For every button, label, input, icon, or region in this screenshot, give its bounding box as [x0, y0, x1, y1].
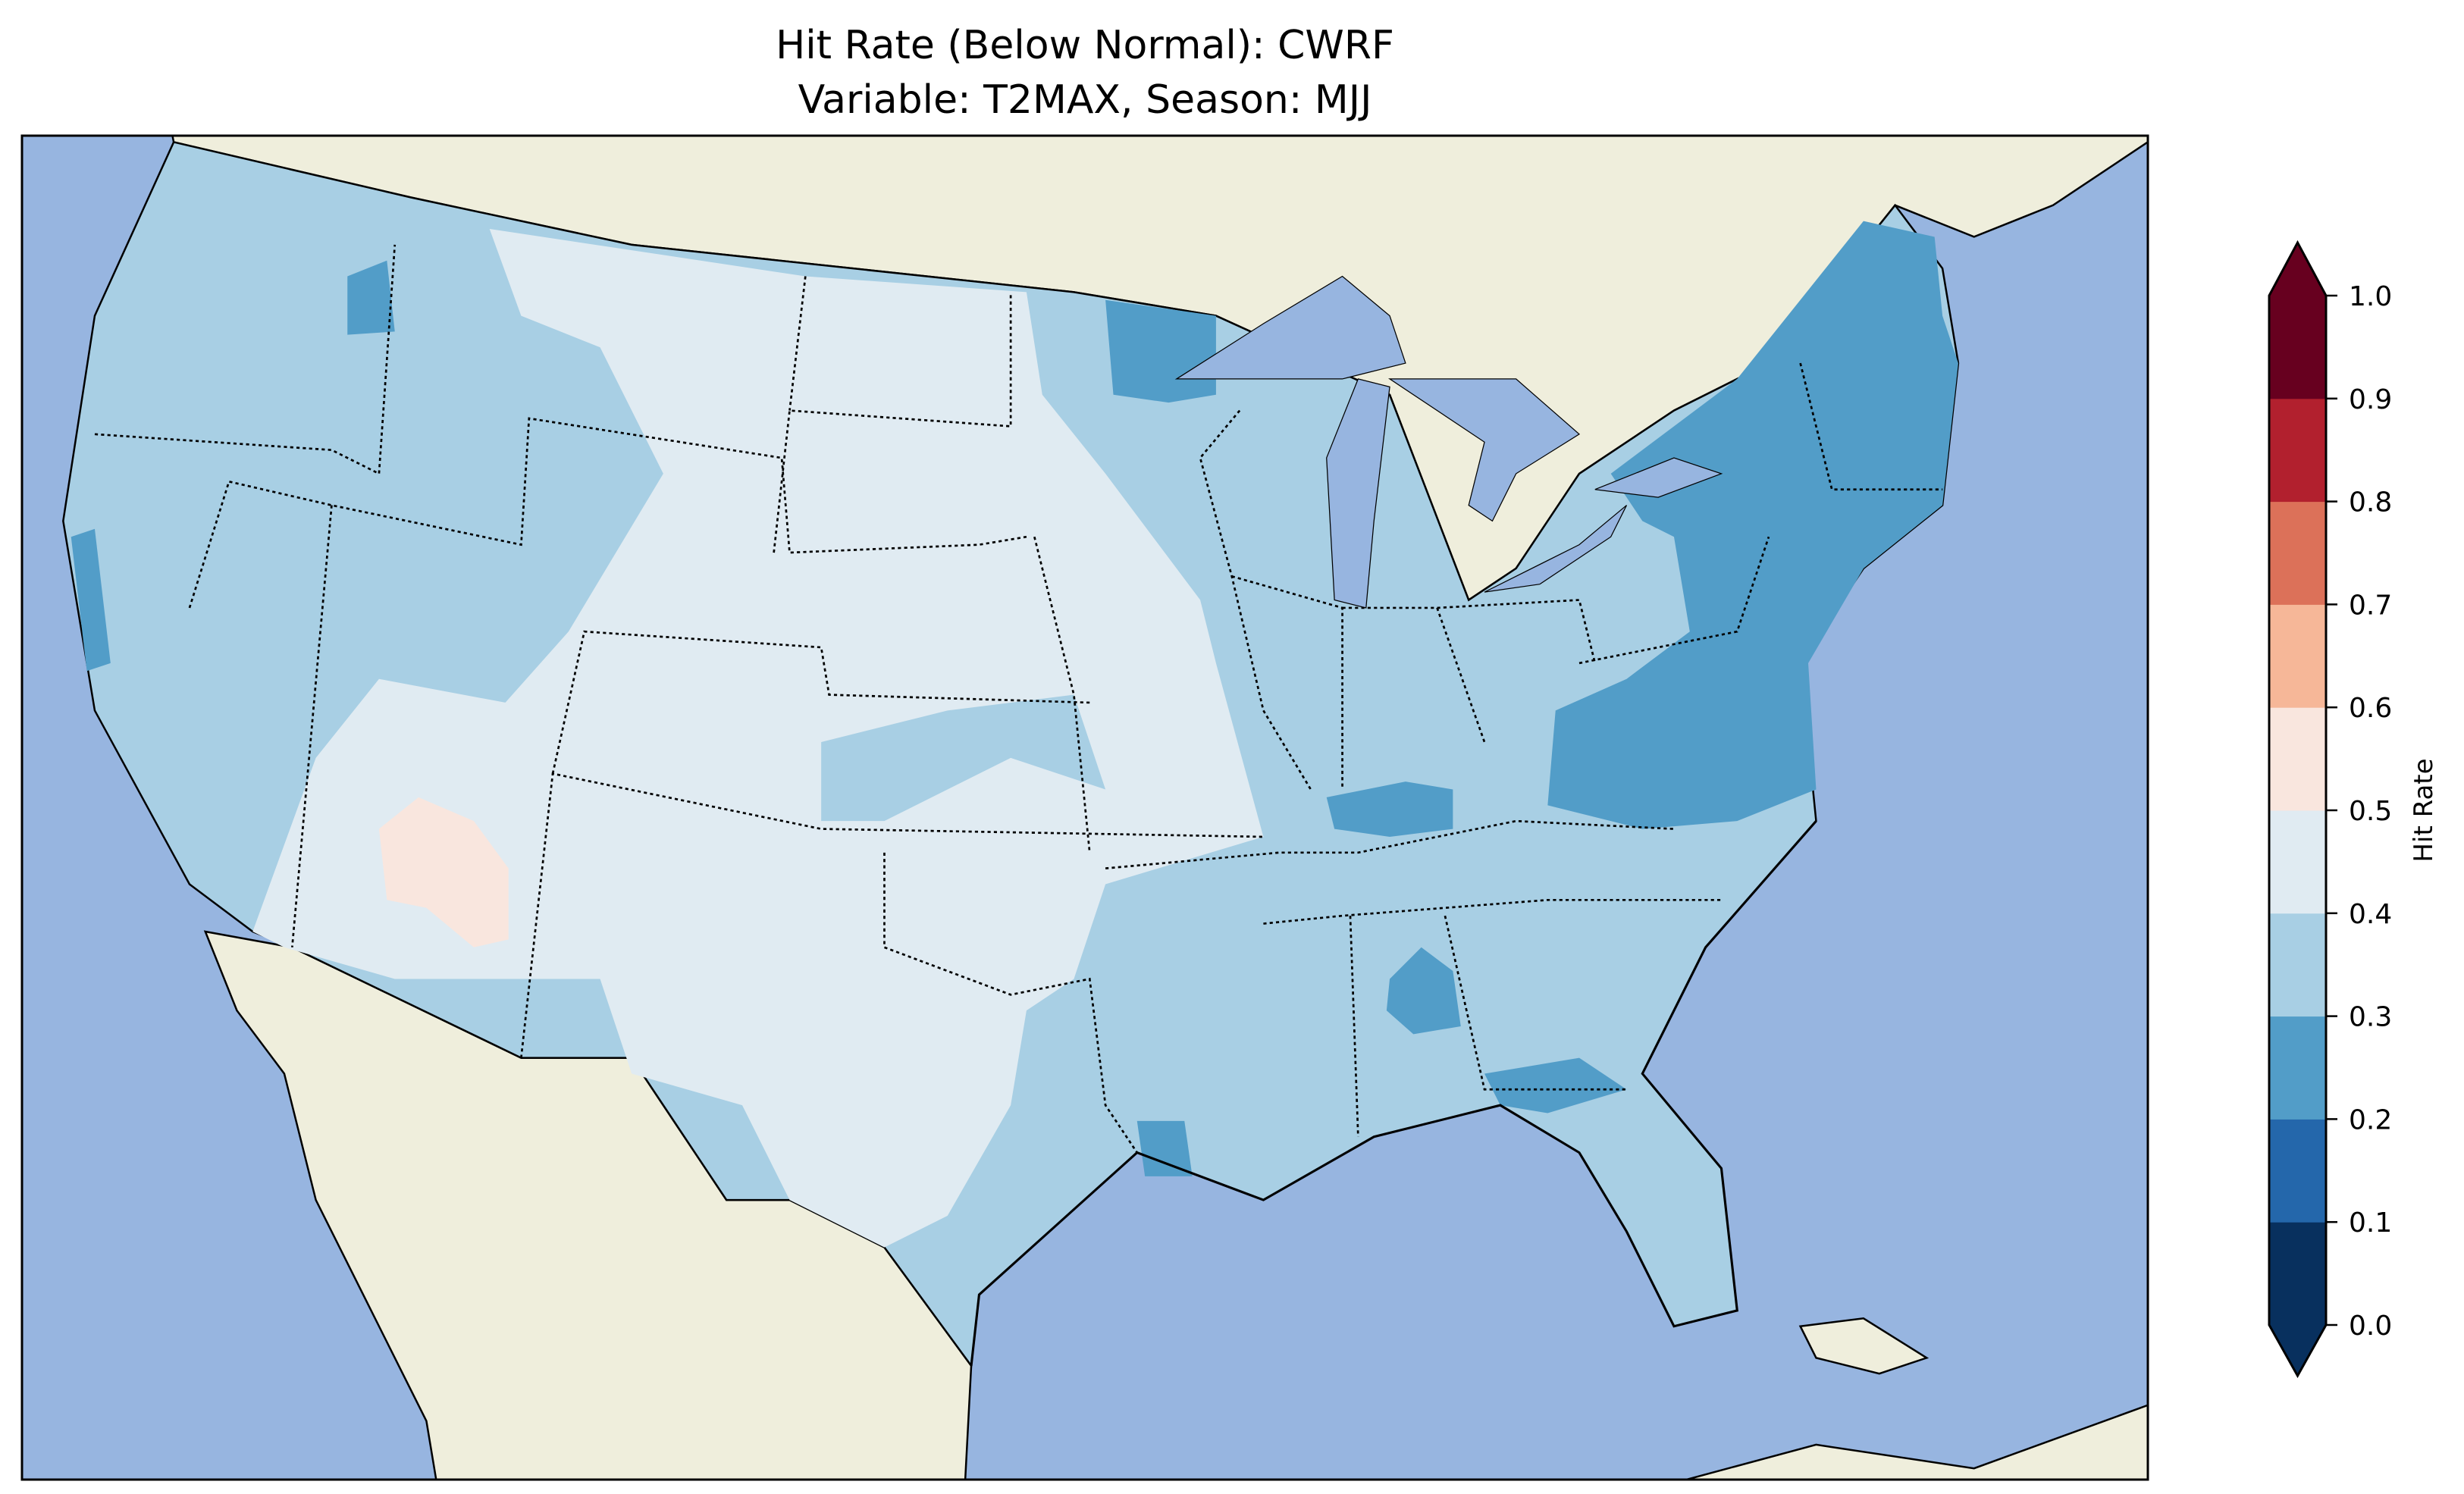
region-hit-rate-0.2-0.3-oregon — [347, 260, 395, 335]
region-hit-rate-0.2-0.3-northeast — [1547, 221, 1958, 829]
region-hit-rate-0.2-0.3-ohio-valley — [1326, 781, 1453, 837]
region-hit-rate-0.2-0.3-alabama — [1386, 947, 1461, 1035]
region-hit-rate-0.5-0.6-arizona — [378, 797, 509, 947]
colorbar-level — [2269, 1016, 2326, 1120]
colorbar-tick-label: 0.8 — [2349, 487, 2392, 518]
region-hit-rate-0.2-0.3-georgia — [1484, 1057, 1627, 1113]
colorbar-label: Hit Rate — [2409, 758, 2439, 862]
chart-title: Hit Rate (Below Normal): CWRF — [776, 23, 1394, 68]
colorbar-extend-max — [2269, 243, 2326, 296]
region-hit-rate-0.4-0.5 — [252, 229, 1264, 1248]
colorbar-level — [2269, 810, 2326, 914]
colorbar-level — [2269, 707, 2326, 811]
colorbar-tick-label: 0.9 — [2349, 384, 2392, 415]
colorbar-tick-label: 0.1 — [2349, 1207, 2392, 1239]
colorbar-level — [2269, 296, 2326, 399]
colorbar-tick-label: 0.2 — [2349, 1104, 2392, 1135]
colorbar-tick-label: 0.4 — [2349, 899, 2392, 930]
region-hit-rate-0.3-0.4-south — [821, 694, 1106, 822]
colorbar-level — [2269, 604, 2326, 708]
colorbar-tick-label: 1.0 — [2349, 281, 2392, 312]
region-hit-rate-0.2-0.3-minnesota — [1105, 299, 1216, 403]
colorbar-tick-label: 0.0 — [2349, 1311, 2392, 1342]
region-hit-rate-0.2-0.3-california — [71, 528, 111, 672]
colorbar-level — [2269, 501, 2326, 605]
colorbar: 0.0 0.1 0.2 0.3 0.4 0.5 0.6 0.7 0.8 0.9 1.0 — [2268, 240, 2392, 1379]
colorbar-level — [2269, 1119, 2326, 1223]
state-borders — [94, 244, 1943, 1154]
map-frame — [20, 134, 2149, 1481]
colorbar-extend-min — [2269, 1325, 2326, 1376]
region-hit-rate-0.2-0.3-louisiana — [1136, 1120, 1193, 1176]
cuba-land — [1798, 1317, 1930, 1375]
colorbar-tick-label: 0.5 — [2349, 796, 2392, 827]
colorbar-level — [2269, 913, 2326, 1017]
colorbar-tick-label: 0.3 — [2349, 1002, 2392, 1033]
colorbar-level — [2269, 1222, 2326, 1326]
colorbar-tick-label: 0.7 — [2349, 590, 2392, 621]
coastline-gulf — [970, 820, 1817, 1366]
chart-subtitle: Variable: T2MAX, Season: MJJ — [798, 77, 1372, 123]
colorbar-level — [2269, 398, 2326, 503]
colorbar-tick-label: 0.6 — [2349, 693, 2392, 724]
great-lakes — [1174, 275, 1723, 609]
